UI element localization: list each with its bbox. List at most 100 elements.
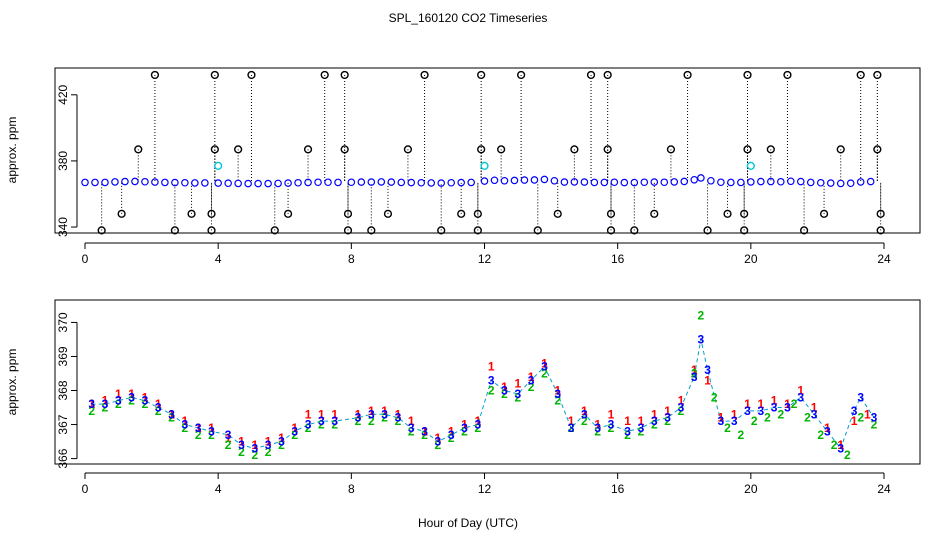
series-1-point: 1 [731, 407, 738, 421]
series-2-point: 2 [857, 411, 864, 425]
baseline-point [727, 178, 735, 187]
spike-point [473, 226, 482, 235]
series-2-point: 2 [182, 421, 189, 435]
series-1-point: 1 [757, 397, 764, 411]
spike-point [819, 209, 829, 218]
baseline-point [510, 176, 519, 185]
series-2-point: 2 [651, 418, 658, 432]
series-1-point: 1 [678, 394, 685, 408]
series-3-point: 3 [581, 407, 588, 421]
series-3-point: 3 [488, 373, 495, 387]
series-2-point: 2 [691, 366, 698, 380]
baseline-point [680, 177, 689, 186]
spike-point [477, 70, 486, 80]
baseline-point [264, 179, 272, 188]
top-y-tick-label: 380 [56, 151, 70, 171]
series-3-point: 3 [225, 428, 232, 442]
series-3-point: 3 [168, 407, 175, 421]
series-2-point: 2 [804, 411, 811, 425]
series-3-point: 3 [871, 411, 878, 425]
spike-point [134, 145, 143, 154]
series-1-point: 1 [691, 363, 698, 377]
baseline-point [757, 177, 765, 186]
bottom-plot-frame [54, 299, 921, 465]
series-3-point: 3 [678, 401, 685, 415]
series-3-point: 3 [744, 404, 751, 418]
series-3-point: 3 [784, 401, 791, 415]
series-3-point: 3 [541, 360, 548, 374]
baseline-point [131, 177, 139, 186]
spike-point [586, 70, 596, 80]
flag-point [214, 161, 223, 170]
series-3-point: 3 [651, 414, 658, 428]
series-2-point: 2 [594, 424, 601, 438]
spike-point [247, 70, 256, 80]
series-2-point: 2 [817, 428, 824, 442]
series-1-point: 1 [195, 421, 202, 435]
baseline-point [254, 179, 262, 188]
spike-point [283, 209, 293, 218]
series-1-point: 1 [837, 438, 844, 452]
spike-point [743, 145, 752, 154]
series-3-point: 3 [851, 404, 858, 418]
baseline-point [590, 178, 599, 187]
baseline-point [560, 178, 569, 186]
spike-point [740, 209, 749, 218]
series-1-point: 1 [225, 431, 232, 445]
series-1-point: 1 [408, 414, 415, 428]
series-2-point: 2 [421, 428, 428, 442]
series-2-point: 2 [738, 428, 745, 442]
series-1-point: 1 [448, 424, 455, 438]
top-x-tick-label: 4 [215, 252, 222, 266]
baseline-point [826, 179, 835, 187]
baseline-point [397, 178, 406, 187]
series-2-point: 2 [435, 438, 442, 452]
flag-point [480, 161, 489, 170]
baseline-point [284, 179, 292, 187]
x-axis-title: Hour of Day (UTC) [418, 516, 518, 530]
series-1-point: 1 [251, 438, 258, 452]
baseline-point [437, 179, 446, 187]
baseline-point [717, 178, 725, 187]
baseline-point [244, 179, 252, 188]
baseline-point [324, 178, 332, 187]
series-3-point: 3 [435, 435, 442, 449]
baseline-point [630, 178, 639, 187]
series-1-point: 1 [278, 431, 285, 445]
baseline-point [171, 178, 179, 187]
series-1-point: 1 [435, 431, 442, 445]
baseline-point [294, 178, 302, 187]
baseline-point [600, 178, 609, 187]
series-3-point: 3 [305, 418, 312, 432]
series-2-point: 2 [871, 418, 878, 432]
series-3-point: 3 [238, 438, 245, 452]
baseline-point [866, 177, 875, 186]
bottom-panel: approx. ppm 1 1 1 1 1 11 1 1 11 1 1 1 111 1 1 1 1 1 1 11 1 1 1… [5, 299, 921, 496]
top-y-tick-label: 420 [56, 84, 70, 104]
series-1-point: 1 [368, 404, 375, 418]
series-1-point: 1 [718, 411, 725, 425]
series-3-point: 3 [142, 394, 149, 408]
series-1-point: 1 [265, 435, 272, 449]
top-spike-lines [101, 74, 882, 231]
baseline-point [274, 179, 282, 188]
spike-point [630, 226, 639, 235]
baseline-point [357, 178, 366, 186]
baseline-point [697, 174, 705, 182]
bottom-series-lines [91, 339, 875, 450]
baseline-point [447, 178, 456, 187]
series-1-point: 1 [421, 424, 428, 438]
series-2-point: 2 [474, 421, 481, 435]
baseline-point [540, 175, 549, 184]
spike-point [799, 226, 809, 235]
series-1-point: 1 [501, 380, 508, 394]
series-3-point: 3 [355, 411, 362, 425]
figure-title: SPL_160120 CO2 Timeseries [389, 11, 548, 25]
baseline-point [234, 179, 242, 188]
top-x-tick-label: 0 [82, 252, 89, 266]
spike-point [873, 145, 882, 154]
series-1-point: 1 [784, 397, 791, 411]
series-1-point: 1 [461, 418, 468, 432]
spike-point [836, 145, 845, 154]
